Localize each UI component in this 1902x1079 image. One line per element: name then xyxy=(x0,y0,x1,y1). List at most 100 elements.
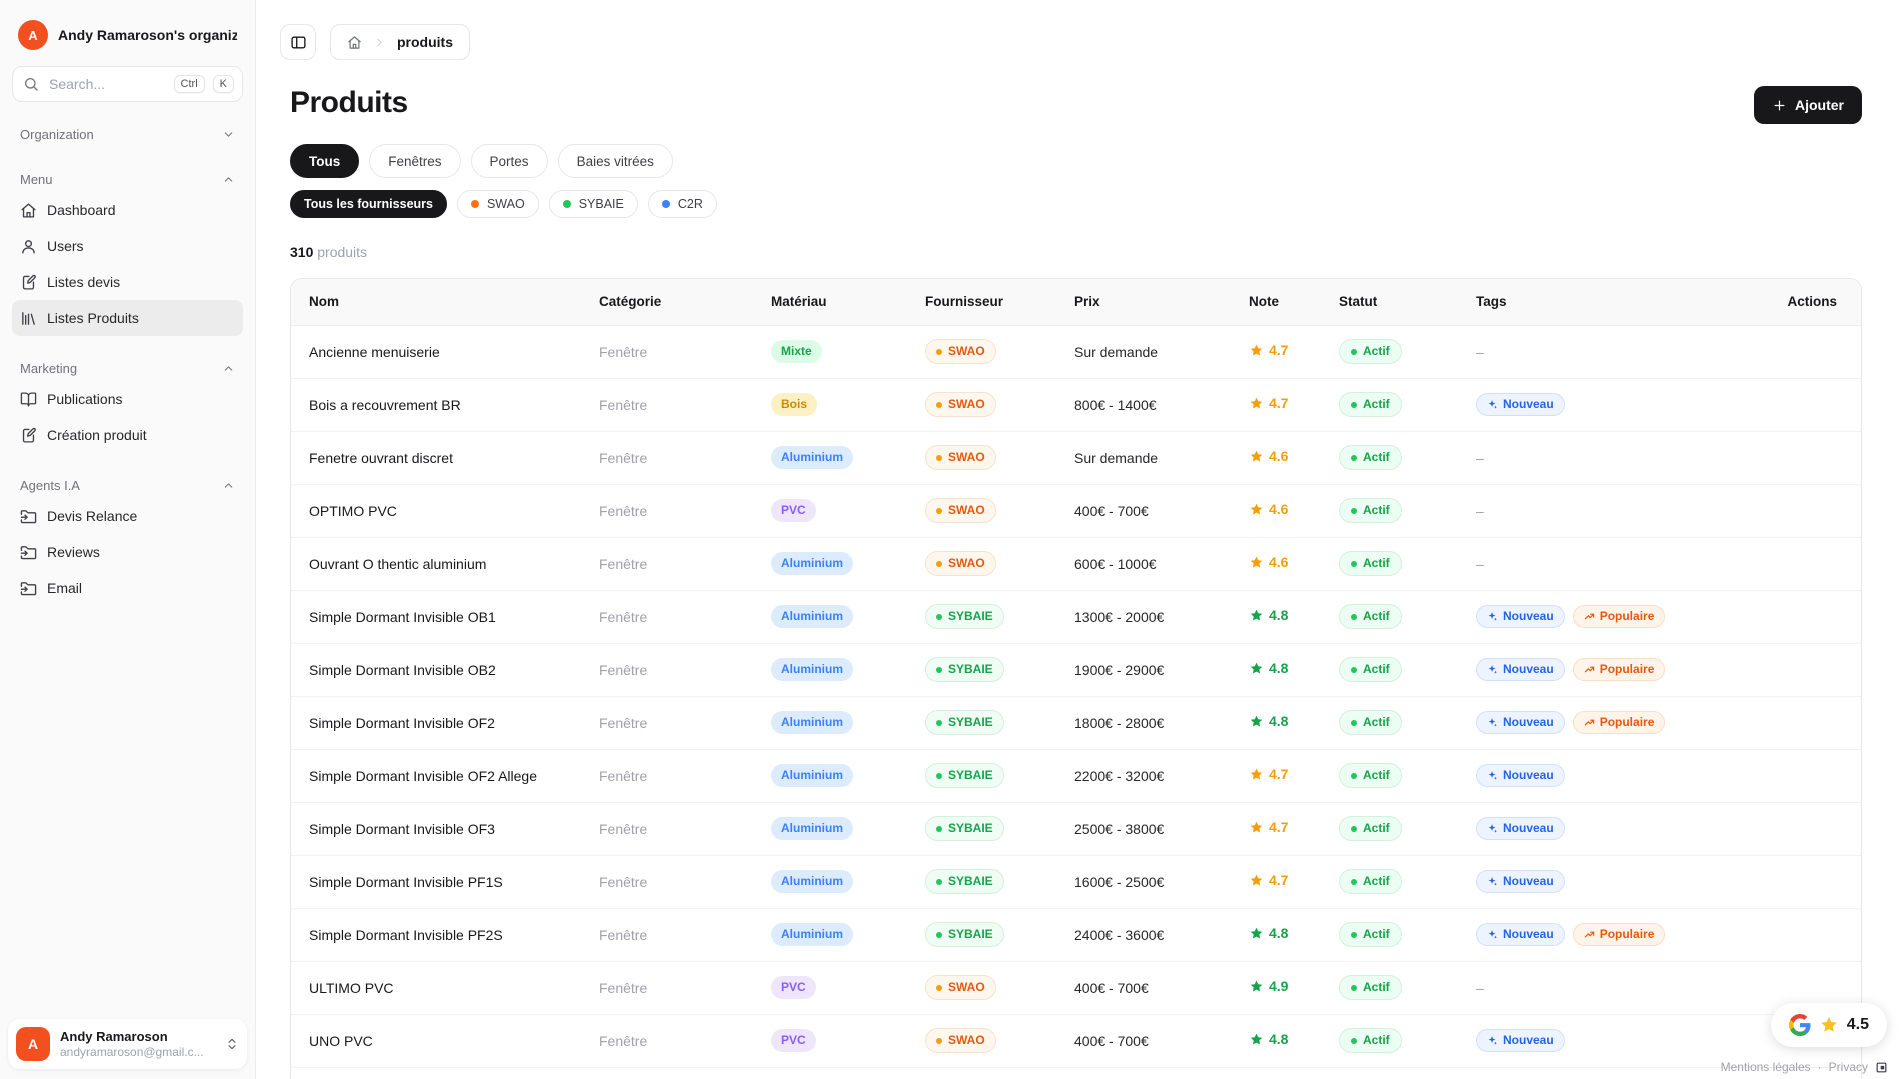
tag-nouveau: Nouveau xyxy=(1476,604,1565,629)
status-dot xyxy=(1351,984,1357,991)
table-row[interactable]: Simple Dormant Invisible OB2 Fenêtre Alu… xyxy=(291,643,1861,696)
sidebar-item-users[interactable]: Users xyxy=(12,228,243,264)
table-row[interactable]: Simple Dormant Invisible OF3 Fenêtre Alu… xyxy=(291,802,1861,855)
material-badge: Aluminium xyxy=(771,604,853,629)
search-input[interactable] xyxy=(47,75,166,93)
sidebar-section-menu[interactable]: Menu xyxy=(12,167,243,192)
filter-category-tous[interactable]: Tous xyxy=(290,144,360,178)
filter-supplier-swao[interactable]: SWAO xyxy=(456,190,539,218)
sidebar-item-email[interactable]: Email xyxy=(12,570,243,606)
material-badge: Aluminium xyxy=(771,816,853,841)
product-rating: 4.8 xyxy=(1249,660,1288,676)
table-row[interactable]: Simple Dormant Invisible OB1 Fenêtre Alu… xyxy=(291,590,1861,643)
view-product-button[interactable] xyxy=(1833,882,1841,890)
sidebar-section-agents-i-a[interactable]: Agents I.A xyxy=(12,473,243,498)
table-row[interactable]: Simple Dormant Invisible OF2 Allege Fenê… xyxy=(291,749,1861,802)
home-icon[interactable] xyxy=(347,35,362,50)
star-icon xyxy=(1249,502,1264,517)
supplier-badge: SWAO xyxy=(925,338,996,365)
table-row[interactable]: Bois a recouvrement BR Fenêtre Bois SWAO… xyxy=(291,378,1861,431)
table-row[interactable]: Simple Dormant Invisible PF1S Fenêtre Al… xyxy=(291,855,1861,908)
material-badge: Aluminium xyxy=(771,763,853,788)
table-row[interactable]: Ouvrant O thentic aluminium Fenêtre Alum… xyxy=(291,537,1861,590)
sidebar-item-reviews[interactable]: Reviews xyxy=(12,534,243,570)
mentions-legales-link[interactable]: Mentions légales xyxy=(1720,1060,1811,1074)
view-product-button[interactable] xyxy=(1833,829,1841,837)
product-price: 2400€ - 3600€ xyxy=(1074,926,1165,943)
filter-category-baies-vitrees[interactable]: Baies vitrées xyxy=(557,144,673,178)
col-materiau: Matériau xyxy=(759,279,913,326)
view-product-button[interactable] xyxy=(1833,352,1841,360)
supplier-dot xyxy=(936,401,942,408)
status-dot xyxy=(1351,719,1357,726)
privacy-link[interactable]: Privacy xyxy=(1828,1060,1868,1074)
sidebar-item-publications[interactable]: Publications xyxy=(12,381,243,417)
material-badge: Aluminium xyxy=(771,445,853,470)
sidebar-item-creation-produit[interactable]: Création produit xyxy=(12,417,243,453)
google-rating-badge[interactable]: 4.5 xyxy=(1770,1003,1887,1047)
sidebar-item-dashboard[interactable]: Dashboard xyxy=(12,192,243,228)
sidebar-section-label: Organization xyxy=(20,127,94,142)
filter-category-portes[interactable]: Portes xyxy=(470,144,548,178)
sidebar-toggle-button[interactable] xyxy=(280,24,316,60)
supplier-badge: SWAO xyxy=(925,1027,996,1054)
status-badge: Actif xyxy=(1339,709,1402,736)
view-product-button[interactable] xyxy=(1833,935,1841,943)
view-product-button[interactable] xyxy=(1833,670,1841,678)
supplier-dot xyxy=(936,666,942,673)
add-product-button[interactable]: Ajouter xyxy=(1754,86,1862,124)
filter-supplier-sybaie[interactable]: SYBAIE xyxy=(548,190,638,218)
table-row[interactable]: Ancienne menuiserie Fenêtre Mixte SWAO S… xyxy=(291,325,1861,378)
table-row[interactable]: UNO PVC Fenêtre PVC SWAO 400€ - 700€ 4.8… xyxy=(291,1014,1861,1067)
user-menu[interactable]: A Andy Ramaroson andyramaroson@gmail.c..… xyxy=(8,1019,247,1069)
view-product-button[interactable] xyxy=(1833,617,1841,625)
sidebar-section-marketing[interactable]: Marketing xyxy=(12,356,243,381)
table-row[interactable]: Simple Dormant Invisible OF2 Fenêtre Alu… xyxy=(291,696,1861,749)
tag-nouveau: Nouveau xyxy=(1476,1028,1565,1053)
supplier-color-dot xyxy=(562,200,571,208)
product-category: Fenêtre xyxy=(599,873,648,890)
view-product-button[interactable] xyxy=(1833,405,1841,413)
product-rating: 4.8 xyxy=(1249,713,1288,729)
trending-up-icon xyxy=(1584,611,1595,622)
view-product-button[interactable] xyxy=(1833,458,1841,466)
status-dot xyxy=(1351,454,1357,461)
status-dot xyxy=(1351,772,1357,779)
chevron-right-icon xyxy=(373,36,386,49)
sidebar-item-devis-relance[interactable]: Devis Relance xyxy=(12,498,243,534)
star-icon xyxy=(1249,661,1264,676)
table-row[interactable]: OPTIMO PVC Fenêtre PVC SWAO 400€ - 700€ … xyxy=(291,484,1861,537)
tag-populaire: Populaire xyxy=(1572,710,1666,735)
table-row[interactable]: Fenetre ouvrant discret Fenêtre Aluminiu… xyxy=(291,431,1861,484)
file-pen-icon xyxy=(20,274,37,291)
status-badge: Actif xyxy=(1339,497,1402,524)
table-row[interactable]: Simple Dormant Invisible PF2S Fenêtre Al… xyxy=(291,908,1861,961)
filter-category-fenetres[interactable]: Fenêtres xyxy=(369,144,461,178)
view-product-button[interactable] xyxy=(1833,988,1841,996)
supplier-badge: SWAO xyxy=(925,391,996,418)
product-rating: 4.9 xyxy=(1249,978,1288,994)
view-product-button[interactable] xyxy=(1833,723,1841,731)
sparkles-icon xyxy=(1487,770,1498,781)
view-product-button[interactable] xyxy=(1833,776,1841,784)
status-badge: Actif xyxy=(1339,550,1402,577)
product-name: OPTIMO PVC xyxy=(309,502,397,519)
empty-tags: – xyxy=(1476,502,1484,519)
view-product-button[interactable] xyxy=(1833,564,1841,572)
sidebar-item-listes-devis[interactable]: Listes devis xyxy=(12,264,243,300)
tag-populaire: Populaire xyxy=(1572,604,1666,629)
material-badge: Aluminium xyxy=(771,922,853,947)
view-product-button[interactable] xyxy=(1833,511,1841,519)
sidebar-item-listes-produits[interactable]: Listes Produits xyxy=(12,300,243,336)
product-category: Fenêtre xyxy=(599,449,648,466)
org-switcher[interactable]: A Andy Ramaroson's organiza xyxy=(12,20,243,50)
empty-tags: – xyxy=(1476,449,1484,466)
filter-supplier-c2r[interactable]: C2R xyxy=(647,190,717,218)
filter-supplier-tous-les-fournisseurs[interactable]: Tous les fournisseurs xyxy=(290,190,447,218)
table-row[interactable]: ULTIMO PVC Fenêtre PVC SWAO 400€ - 700€ … xyxy=(291,961,1861,1014)
col-tags: Tags xyxy=(1464,279,1763,326)
supplier-filters: Tous les fournisseurs SWAO SYBAIE C2R xyxy=(290,190,1862,218)
material-badge: Mixte xyxy=(771,339,822,364)
sidebar-section-organization[interactable]: Organization xyxy=(12,122,243,147)
product-rating: 4.6 xyxy=(1249,554,1288,570)
